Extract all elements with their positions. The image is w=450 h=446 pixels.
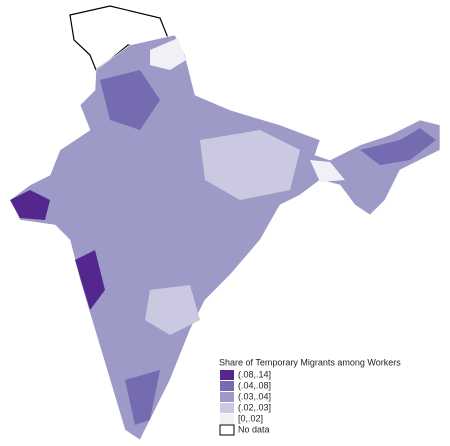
legend: (.08,.14](.04,.08](.03,.04](.02,.03][0,.… bbox=[219, 369, 271, 436]
region-dark bbox=[10, 190, 50, 220]
legend-label: (.02,.03] bbox=[238, 402, 271, 412]
legend-swatch bbox=[220, 370, 234, 380]
legend-swatch bbox=[219, 424, 235, 436]
region-dark bbox=[360, 128, 436, 165]
country-body bbox=[9, 34, 441, 441]
region-light bbox=[310, 160, 345, 182]
legend-swatch bbox=[220, 392, 234, 402]
region-light bbox=[145, 285, 200, 335]
legend-label: No data bbox=[238, 424, 270, 434]
region-dark bbox=[125, 370, 160, 425]
region-dark bbox=[100, 70, 160, 130]
legend-swatch bbox=[220, 381, 234, 391]
legend-swatch bbox=[220, 414, 234, 424]
map-regions bbox=[9, 5, 441, 441]
legend-title: Share of Temporary Migrants among Worker… bbox=[219, 357, 401, 367]
legend-label: (.03,.04] bbox=[238, 391, 271, 401]
region-dark bbox=[75, 250, 105, 310]
legend-label: (.04,.08] bbox=[238, 380, 271, 390]
legend-label: (.08,.14] bbox=[238, 369, 271, 379]
legend-swatch bbox=[220, 403, 234, 413]
region-light bbox=[200, 130, 300, 200]
legend-label: [0,.02] bbox=[238, 413, 263, 423]
no-data-region bbox=[69, 5, 169, 71]
region-light bbox=[150, 38, 186, 70]
